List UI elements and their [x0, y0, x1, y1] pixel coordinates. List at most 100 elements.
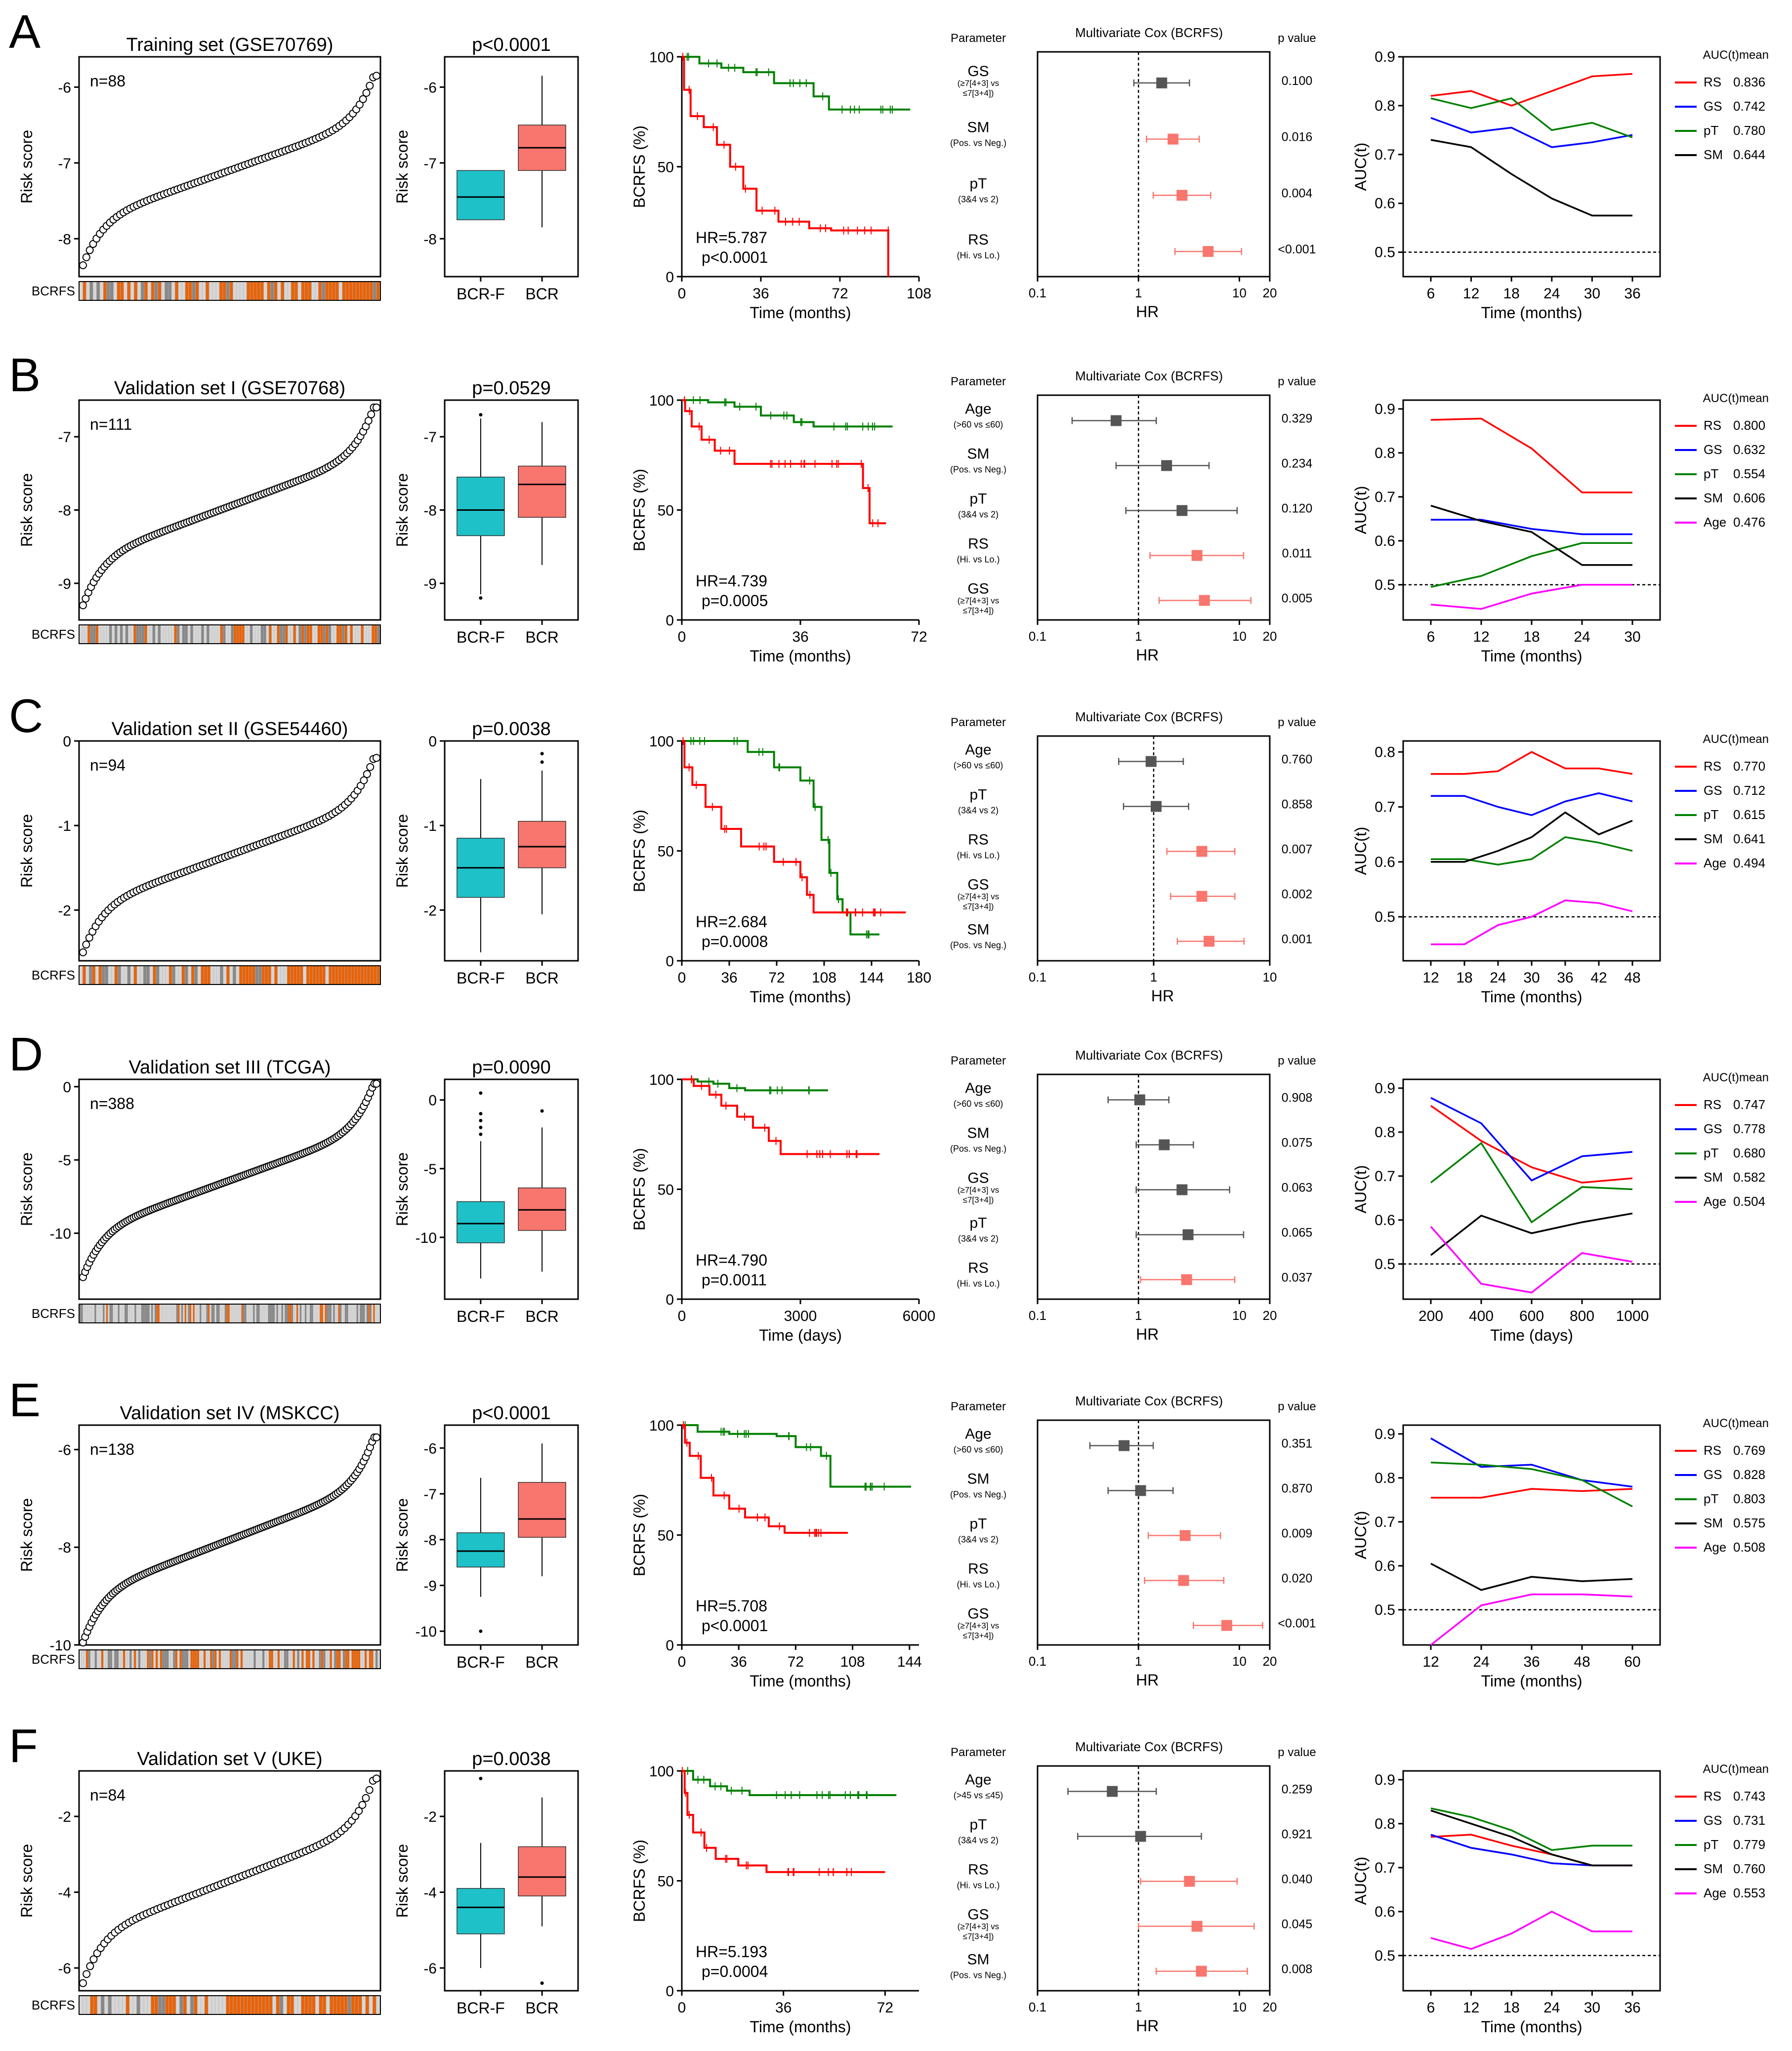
bcrfs-stripe: [369, 625, 372, 643]
forest-xtick-label: 10: [1232, 1654, 1247, 1669]
bcrfs-stripe: [153, 1305, 155, 1322]
bcrfs-stripe: [255, 1650, 258, 1668]
bcrfs-stripe: [253, 1305, 255, 1322]
forest-param-sub: (>60 vs ≤60): [954, 1445, 1003, 1455]
bcrfs-stripe: [148, 1305, 150, 1322]
bcrfs-stripe: [113, 1305, 115, 1322]
bcrfs-stripe: [216, 1305, 218, 1322]
risk-ylabel: Risk score: [18, 1844, 36, 1918]
forest-param-sub-cont: ≤7[3+4]): [963, 1631, 994, 1641]
forest-xtick-label: 0.1: [1029, 1308, 1046, 1323]
bcrfs-stripe: [355, 1996, 358, 2014]
bcrf-box: [457, 1201, 505, 1243]
bcrfs-stripe: [171, 282, 175, 300]
bcrfs-stripe: [298, 625, 301, 643]
box-ytick-label: -8: [423, 1532, 437, 1549]
box-ylabel: Risk score: [393, 1498, 411, 1572]
bcrfs-stripe: [291, 1650, 293, 1668]
bcrfs-stripe: [87, 625, 90, 643]
bcrfs-stripe: [261, 1305, 263, 1322]
bcrfs-stripe: [163, 1305, 165, 1322]
bcrfs-stripe: [375, 625, 377, 643]
bcrfs-stripe: [378, 1305, 380, 1322]
box-xlabel: BCR-F: [457, 285, 505, 303]
km-xtick-label: 36: [775, 2000, 792, 2016]
bcrfs-stripe: [195, 1650, 197, 1668]
forest-xtick-label: 1: [1135, 629, 1142, 644]
forest-p-value: 0.045: [1282, 1918, 1313, 1931]
bcrfs-stripe: [328, 1305, 330, 1322]
km-ytick-label: 0: [666, 1983, 674, 2000]
bcrfs-stripe: [262, 1650, 265, 1668]
forest-param-sub-cont: ≤7[3+4]): [963, 88, 994, 98]
risk-ytick-label: -7: [58, 429, 71, 446]
bcrfs-stripe: [207, 625, 209, 643]
km-ytick-label: 50: [658, 844, 674, 860]
bcrfs-stripe: [315, 282, 318, 300]
bcrfs-stripe: [158, 625, 161, 643]
risk-ylabel: Risk score: [18, 1152, 36, 1226]
risk-ylabel: Risk score: [18, 473, 36, 547]
bcrfs-stripe: [260, 1650, 262, 1668]
box-ytick-label: -4: [423, 1885, 437, 1901]
bcrfs-stripe: [347, 625, 350, 643]
km-xtick-label: 72: [911, 629, 927, 645]
bcrfs-stripe: [172, 1996, 176, 2014]
box-xlabel: BCR: [525, 1653, 559, 1671]
forest-xtick-label: 10: [1232, 1308, 1247, 1323]
forest-p-value: 0.016: [1282, 130, 1313, 144]
forest-p-value: 0.037: [1282, 1271, 1313, 1285]
box-outlier: [479, 596, 483, 600]
risk-point: [359, 95, 367, 103]
auc-ytick-label: 0.8: [1375, 1816, 1395, 1832]
bcrfs-stripe: [351, 1650, 354, 1668]
bcrfs-stripe: [175, 1650, 177, 1668]
bcrfs-stripe: [84, 625, 87, 643]
bcrfs-stripe: [336, 625, 339, 643]
forest-param-name: Age: [965, 401, 991, 417]
bcrfs-stripe: [199, 282, 203, 300]
bcrfs-stripe: [236, 1650, 239, 1668]
bcrfs-stripe: [344, 966, 348, 984]
box-xlabel: BCR: [525, 969, 559, 987]
bcrfs-stripe: [126, 1996, 129, 2014]
bcrfs-stripe: [246, 1305, 248, 1322]
risk-ytick-label: -2: [58, 1809, 71, 1825]
km-curve-bcr-free: [682, 1078, 828, 1092]
bcrfs-stripe: [225, 625, 228, 643]
bcrfs-stripe: [86, 1305, 88, 1322]
bcrfs-stripe: [370, 966, 374, 984]
bcrfs-stripe: [376, 966, 380, 984]
forest-xtick-label: 0.1: [1029, 970, 1046, 984]
bcrfs-stripe: [201, 1305, 203, 1322]
risk-point: [365, 1786, 374, 1794]
risk-n-label: n=84: [90, 1786, 125, 1804]
bcr-box: [518, 1482, 566, 1538]
auc-line-rs: [1430, 73, 1633, 107]
bcrfs-stripe: [339, 282, 342, 300]
forest-hr-marker: [1199, 595, 1210, 606]
forest-param-header: Parameter: [951, 1746, 1006, 1759]
box-ytick-label: -6: [423, 1961, 437, 1977]
box-plot-frame: [444, 1770, 579, 1992]
bcrfs-stripe: [276, 1996, 280, 2014]
auc-ytick-label: 0.7: [1375, 799, 1395, 816]
auc-legend-value: 0.615: [1733, 807, 1765, 822]
bcrfs-stripe: [193, 1305, 195, 1322]
forest-param-name: pT: [969, 491, 987, 507]
bcrfs-stripe: [178, 966, 182, 984]
bcrfs-stripe: [292, 1650, 295, 1668]
box-ytick-label: -10: [416, 1624, 437, 1640]
bcrfs-bar-label: BCRFS: [32, 284, 75, 298]
forest-p-value: 0.921: [1282, 1828, 1313, 1842]
auc-ytick-label: 0.5: [1375, 1948, 1395, 1964]
box-ytick-label: -5: [423, 1161, 437, 1178]
auc-ytick-label: 0.7: [1375, 1514, 1395, 1530]
bcrfs-stripe: [361, 625, 364, 643]
km-p-label: p=0.0005: [702, 592, 768, 610]
bcrfs-stripe: [377, 1650, 380, 1668]
forest-xtick-label: 10: [1232, 286, 1247, 300]
forest-param-name: SM: [967, 1125, 990, 1142]
bcrfs-stripe: [175, 282, 178, 300]
bcrfs-stripe: [96, 1305, 98, 1322]
